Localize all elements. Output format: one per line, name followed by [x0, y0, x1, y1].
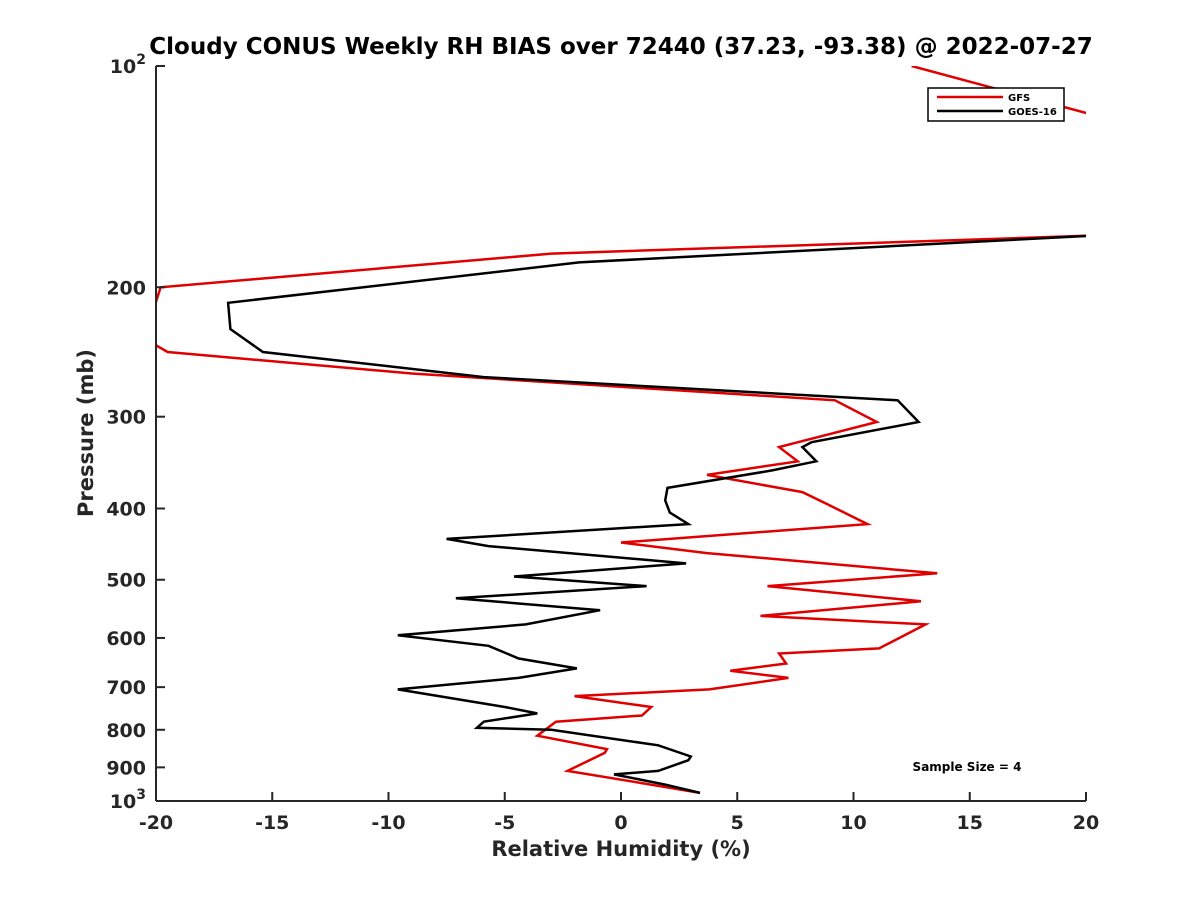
sample-size-annotation: Sample Size = 4 [913, 760, 1022, 774]
y-tick-label: 700 [106, 677, 146, 699]
y-ticks: 102 200 300 400 500 600 700 800 900 103 [106, 52, 165, 813]
series-line-gfs [156, 234, 1086, 795]
legend-label-goes16: GOES-16 [1008, 107, 1057, 118]
y-tick-label: 500 [106, 570, 146, 592]
x-tick-label: 5 [731, 812, 744, 834]
x-ticks: -20 -15 -10 -5 0 5 10 15 20 [139, 792, 1099, 834]
y-tick-label: 103 [110, 787, 146, 813]
x-tick-label: 10 [840, 812, 866, 834]
y-tick-label: 900 [106, 757, 146, 779]
x-tick-label: 15 [957, 812, 983, 834]
legend: GFS GOES-16 [927, 87, 1065, 122]
plot-area [156, 66, 1086, 801]
x-tick-label: 0 [614, 812, 627, 834]
y-tick-label: 800 [106, 720, 146, 742]
x-tick-label: -10 [371, 812, 405, 834]
legend-label-gfs: GFS [1008, 93, 1030, 104]
series-line-goes-16 [226, 234, 1086, 795]
x-tick-label: -5 [494, 812, 515, 834]
x-tick-label: -20 [139, 812, 173, 834]
chart-title: Cloudy CONUS Weekly RH BIAS over 72440 (… [149, 34, 1092, 60]
y-tick-label: 200 [106, 277, 146, 299]
plot-background [156, 66, 1086, 801]
x-tick-label: -15 [255, 812, 289, 834]
y-tick-label: 400 [106, 499, 146, 521]
y-axis-label: Pressure (mb) [74, 349, 98, 517]
y-tick-label: 300 [106, 407, 146, 429]
x-tick-label: 20 [1073, 812, 1099, 834]
y-tick-label: 600 [106, 628, 146, 650]
legend-box [927, 87, 1065, 122]
y-tick-label: 102 [110, 52, 146, 78]
x-axis-label: Relative Humidity (%) [491, 837, 750, 861]
